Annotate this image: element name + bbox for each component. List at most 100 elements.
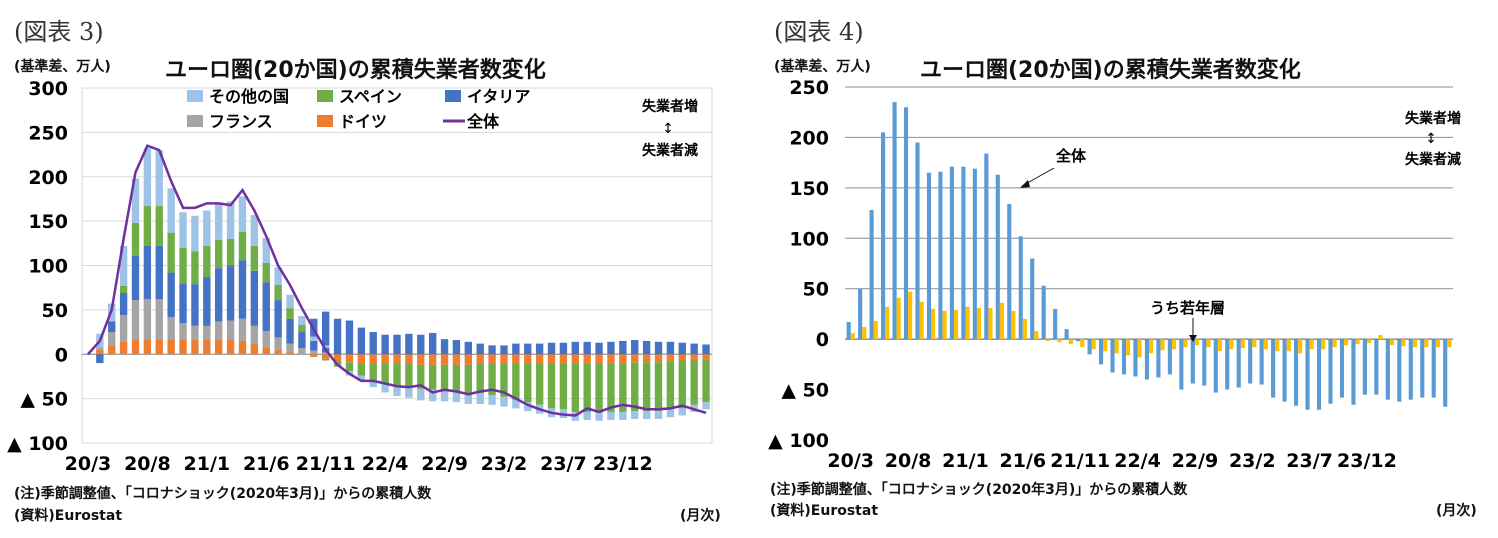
bar-total bbox=[892, 102, 897, 340]
bar-segment-others bbox=[607, 411, 615, 420]
bar-youth bbox=[965, 306, 970, 340]
bar-total bbox=[961, 166, 966, 340]
bar-segment-pos_other bbox=[440, 339, 449, 355]
bar-segment-italy bbox=[286, 318, 294, 344]
bar-segment-spain bbox=[476, 364, 484, 394]
bar-segment-germany bbox=[690, 354, 698, 361]
bar-segment-pos_other bbox=[595, 342, 603, 355]
bar-youth bbox=[988, 307, 993, 340]
bar-segment-others bbox=[179, 212, 187, 248]
bar-segment-pos_other bbox=[547, 342, 556, 355]
bar-segment-france bbox=[321, 352, 330, 355]
legend-swatch bbox=[317, 115, 333, 127]
bar-segment-spain bbox=[452, 364, 461, 392]
bar-segment-france bbox=[191, 325, 199, 340]
bar-segment-italy bbox=[131, 255, 140, 301]
bar-total bbox=[1294, 339, 1299, 406]
bar-segment-pos_other bbox=[452, 340, 461, 355]
bar-segment-germany bbox=[96, 349, 104, 355]
bar-segment-spain bbox=[500, 364, 508, 397]
bar-total bbox=[926, 172, 932, 340]
bar-segment-pos_other bbox=[654, 341, 663, 355]
bar-segment-spain bbox=[440, 364, 449, 391]
figure-number: (図表 4) bbox=[774, 18, 864, 46]
bar-segment-others bbox=[488, 395, 496, 405]
bar-segment-germany bbox=[524, 354, 532, 365]
bar-segment-spain bbox=[690, 360, 698, 405]
x-tick-label: 21/6 bbox=[243, 453, 290, 475]
bar-segment-pos_other bbox=[678, 342, 686, 355]
bar-segment-spain bbox=[559, 363, 568, 410]
y-tick-label: 250 bbox=[789, 77, 829, 99]
bar-segment-france bbox=[108, 332, 116, 346]
bar-youth bbox=[908, 291, 913, 340]
bar-total bbox=[1225, 339, 1230, 390]
y-tick-label: ▲ 100 bbox=[768, 430, 829, 452]
bar-segment-pos_other bbox=[690, 343, 698, 355]
bar-youth bbox=[1126, 339, 1131, 356]
bar-segment-spain bbox=[571, 363, 579, 412]
chart-title: ユーロ圏(20か国)の累積失業者数変化 bbox=[920, 58, 1301, 83]
bar-segment-germany bbox=[369, 354, 377, 365]
bar-segment-germany bbox=[452, 354, 461, 365]
bar-youth bbox=[1034, 331, 1039, 340]
bar-segment-spain bbox=[405, 364, 413, 388]
y-tick-label: ▲ 100 bbox=[7, 433, 68, 455]
bar-total bbox=[1133, 339, 1138, 377]
bar-youth bbox=[850, 333, 855, 340]
bar-segment-spain bbox=[345, 362, 354, 372]
bar-segment-others bbox=[143, 148, 152, 207]
bar-segment-others bbox=[619, 411, 627, 420]
bar-segment-others bbox=[476, 393, 484, 404]
legend-label: イタリア bbox=[467, 87, 530, 106]
bar-segment-germany bbox=[512, 354, 520, 365]
bar-total bbox=[903, 107, 909, 340]
bar-segment-spain bbox=[642, 362, 651, 412]
bar-total bbox=[1167, 339, 1172, 375]
bar-segment-others bbox=[369, 379, 377, 388]
bar-youth bbox=[1103, 339, 1108, 352]
bar-youth bbox=[1080, 339, 1085, 348]
bar-segment-germany bbox=[440, 354, 449, 365]
y-tick-label: ▲ 50 bbox=[781, 380, 829, 402]
bar-youth bbox=[1321, 339, 1326, 350]
bar-segment-others bbox=[274, 267, 282, 286]
bar-segment-germany bbox=[619, 354, 627, 364]
bar-segment-pos_other bbox=[428, 332, 437, 355]
bar-segment-germany bbox=[310, 354, 318, 357]
total-line bbox=[87, 144, 707, 417]
bar-total bbox=[1213, 339, 1218, 393]
bar-segment-others bbox=[428, 389, 437, 402]
y-tick-label: 250 bbox=[28, 122, 68, 144]
bar-segment-others bbox=[167, 188, 175, 233]
bar-segment-spain bbox=[607, 363, 615, 412]
bar-youth bbox=[931, 308, 936, 340]
bar-segment-italy bbox=[167, 272, 175, 317]
x-tick-label: 22/9 bbox=[1172, 450, 1219, 472]
bar-youth bbox=[1275, 339, 1280, 352]
bar-segment-others bbox=[631, 411, 639, 420]
bar-total bbox=[846, 321, 851, 340]
legend-label: 全体 bbox=[466, 112, 500, 131]
bar-segment-germany bbox=[274, 349, 282, 355]
bar-total bbox=[1007, 203, 1012, 340]
bar-total bbox=[1041, 285, 1046, 340]
bar-segment-spain bbox=[547, 364, 556, 409]
y-tick-label: 300 bbox=[28, 78, 68, 100]
bar-segment-germany bbox=[286, 352, 294, 355]
bar-segment-others bbox=[512, 399, 520, 409]
legend-label: その他の国 bbox=[209, 87, 289, 106]
y-tick-label: 100 bbox=[789, 228, 829, 250]
bar-youth bbox=[1206, 339, 1211, 348]
bar-segment-germany bbox=[191, 339, 199, 355]
bar-segment-france bbox=[167, 316, 175, 340]
bar-segment-pos_other bbox=[642, 340, 651, 355]
x-tick-label: 22/9 bbox=[421, 453, 468, 475]
bar-segment-pos_other bbox=[357, 327, 366, 355]
bar-total bbox=[949, 166, 954, 340]
x-axis-unit: (月次) bbox=[1436, 503, 1477, 519]
bar-segment-spain bbox=[654, 362, 663, 412]
bar-youth bbox=[1057, 339, 1062, 343]
x-tick-label: 21/1 bbox=[184, 453, 231, 475]
